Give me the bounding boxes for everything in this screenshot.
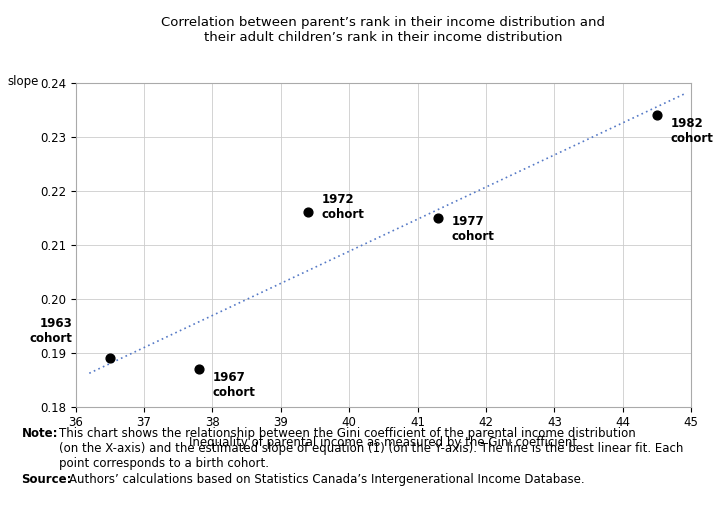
Text: 1963
cohort: 1963 cohort (30, 317, 72, 345)
Text: This chart shows the relationship between the Gini coefficient of the parental i: This chart shows the relationship betwee… (59, 427, 683, 470)
Text: 1967
cohort: 1967 cohort (212, 371, 256, 399)
Point (652, 111, 663, 119)
Text: 1977
cohort: 1977 cohort (451, 214, 495, 242)
Text: Correlation between parent’s rank in their income distribution and
their adult c: Correlation between parent’s rank in the… (161, 16, 606, 44)
Text: Authors’ calculations based on Statistics Canada’s Intergenerational Income Data: Authors’ calculations based on Statistic… (69, 473, 585, 486)
Point (302, 208, 314, 217)
Text: 1972
cohort: 1972 cohort (322, 193, 365, 221)
Point (104, 354, 116, 362)
Text: Note:: Note: (22, 427, 58, 440)
Text: Source:: Source: (22, 473, 72, 486)
Text: slope: slope (7, 75, 39, 88)
X-axis label: Inequality of parental income as measured by the Gini coefficient: Inequality of parental income as measure… (189, 436, 577, 449)
Text: 1982
cohort: 1982 cohort (671, 118, 714, 146)
Point (432, 213, 444, 222)
Point (193, 365, 204, 373)
